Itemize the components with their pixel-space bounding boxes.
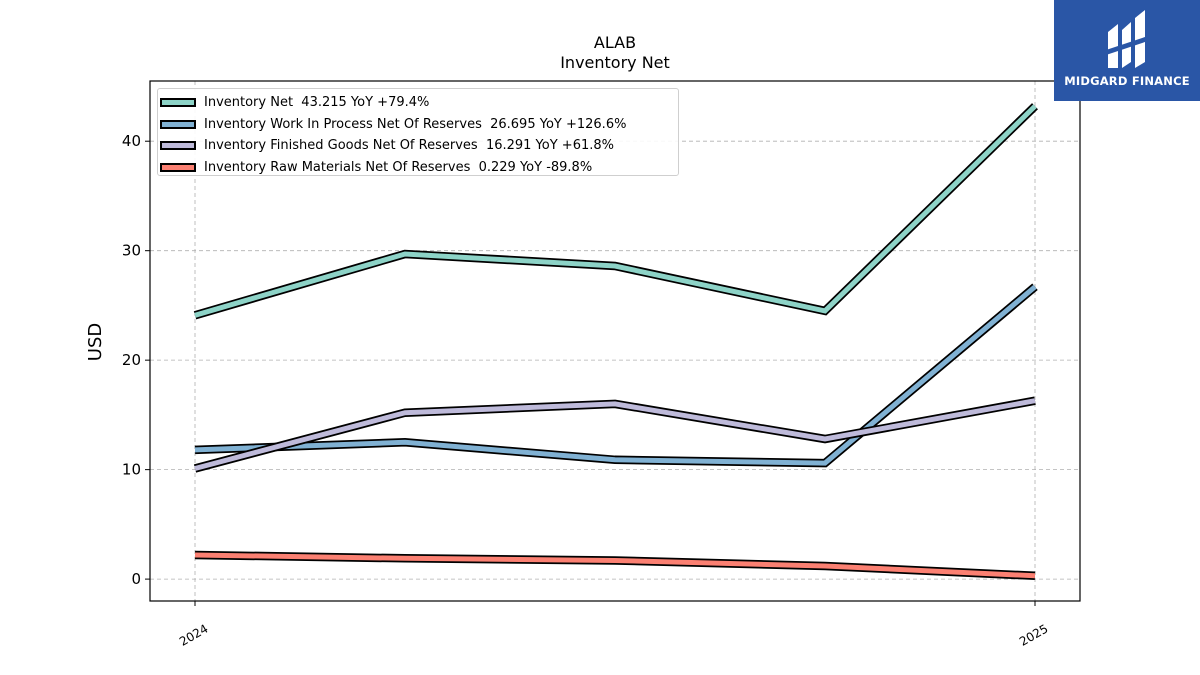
- x-tick-label: 2025: [1017, 621, 1050, 648]
- series-line-fill: [194, 104, 1037, 318]
- y-tick-label: 10: [122, 461, 141, 479]
- legend-swatch: [160, 162, 196, 172]
- legend: Inventory Net 43.215 YoY +79.4% Inventor…: [157, 88, 679, 176]
- legend-item-finished-goods: Inventory Finished Goods Net Of Reserves…: [160, 135, 678, 157]
- legend-swatch: [160, 119, 196, 129]
- y-tick-label: 0: [131, 570, 141, 588]
- series-line: [193, 396, 1036, 473]
- series-line-fill: [194, 284, 1037, 466]
- legend-swatch: [160, 141, 196, 151]
- series-line-fill: [194, 552, 1036, 579]
- brand-name: MIDGARD FINANCE: [1064, 74, 1190, 88]
- y-tick-label: 40: [122, 132, 141, 150]
- series-line-fill: [194, 398, 1036, 471]
- chart-subtitle: Inventory Net: [560, 53, 670, 72]
- plot-frame: [149, 80, 1081, 602]
- legend-swatch: [160, 98, 196, 108]
- legend-label: Inventory Finished Goods Net Of Reserves…: [204, 138, 614, 154]
- series-line: [194, 550, 1036, 581]
- x-tick-label: 2024: [177, 621, 210, 648]
- legend-label: Inventory Raw Materials Net Of Reserves …: [204, 159, 593, 175]
- legend-item-work-in-process: Inventory Work In Process Net Of Reserve…: [160, 114, 678, 136]
- chart-title: ALAB: [594, 33, 636, 52]
- legend-item-inventory-net: Inventory Net 43.215 YoY +79.4%: [160, 92, 678, 114]
- y-tick-label: 30: [122, 242, 141, 260]
- brand-logo: MIDGARD FINANCE: [1054, 0, 1200, 101]
- legend-label: Inventory Work In Process Net Of Reserve…: [204, 116, 627, 132]
- y-axis-label: USD: [85, 323, 106, 361]
- series-line: [194, 283, 1038, 468]
- series-line: [193, 103, 1038, 320]
- legend-item-raw-materials: Inventory Raw Materials Net Of Reserves …: [160, 157, 678, 179]
- legend-label: Inventory Net 43.215 YoY +79.4%: [204, 95, 430, 111]
- midgard-logo-icon: [1106, 10, 1148, 68]
- y-tick-label: 20: [122, 351, 141, 369]
